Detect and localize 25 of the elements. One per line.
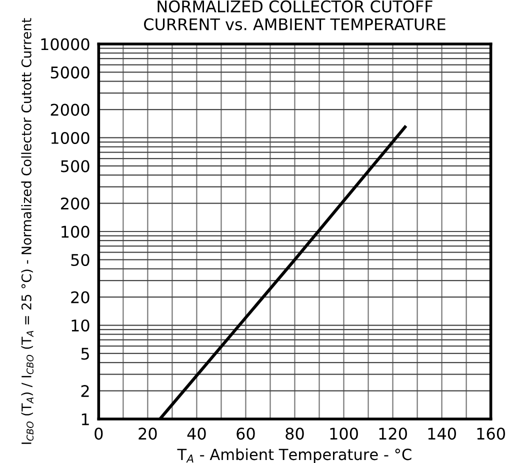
y-tick-label: 1000 (51, 132, 90, 144)
x-tick-label: 40 (187, 428, 206, 440)
y-tick-label: 1 (82, 413, 89, 426)
y-tick-label: 100 (62, 226, 90, 238)
y-tick-label: 50 (71, 254, 90, 266)
x-axis-title: T$_{A}$ - Ambient Temperature - °C (177, 448, 412, 463)
x-tick-label: 0 (94, 428, 103, 440)
y-tick-label: 2000 (50, 104, 90, 116)
x-tick-label: 120 (379, 428, 407, 440)
y-tick-label: 2 (81, 385, 89, 397)
y-tick-label: 5 (81, 348, 89, 360)
x-tick-label: 80 (286, 428, 304, 440)
x-tick-label: 100 (330, 428, 358, 440)
chart-title: NORMALIZED COLLECTOR CUTOFF CURRENT vs. AMBIENT TEMPERATURE (144, 0, 446, 30)
y-tick-label: 200 (61, 197, 90, 210)
y-tick-label: 500 (61, 160, 90, 172)
text: I$_{CBO}$ (T$_{A}$) / I$_{CBO}$ (T$_{A}$ = 25 °C) - Normalized Collector Cutott Current (21, 18, 34, 444)
x-tick-label: 160 (477, 428, 505, 440)
x-tick-label: 140 (428, 428, 456, 440)
y-tick-label: 10000 (41, 38, 90, 50)
y-tick-label: 10 (72, 319, 90, 332)
y-tick-label: 5000 (50, 66, 90, 79)
x-tick-label: 20 (138, 428, 157, 440)
y-tick-label: 20 (71, 291, 90, 304)
x-tick-label: 60 (236, 428, 255, 440)
